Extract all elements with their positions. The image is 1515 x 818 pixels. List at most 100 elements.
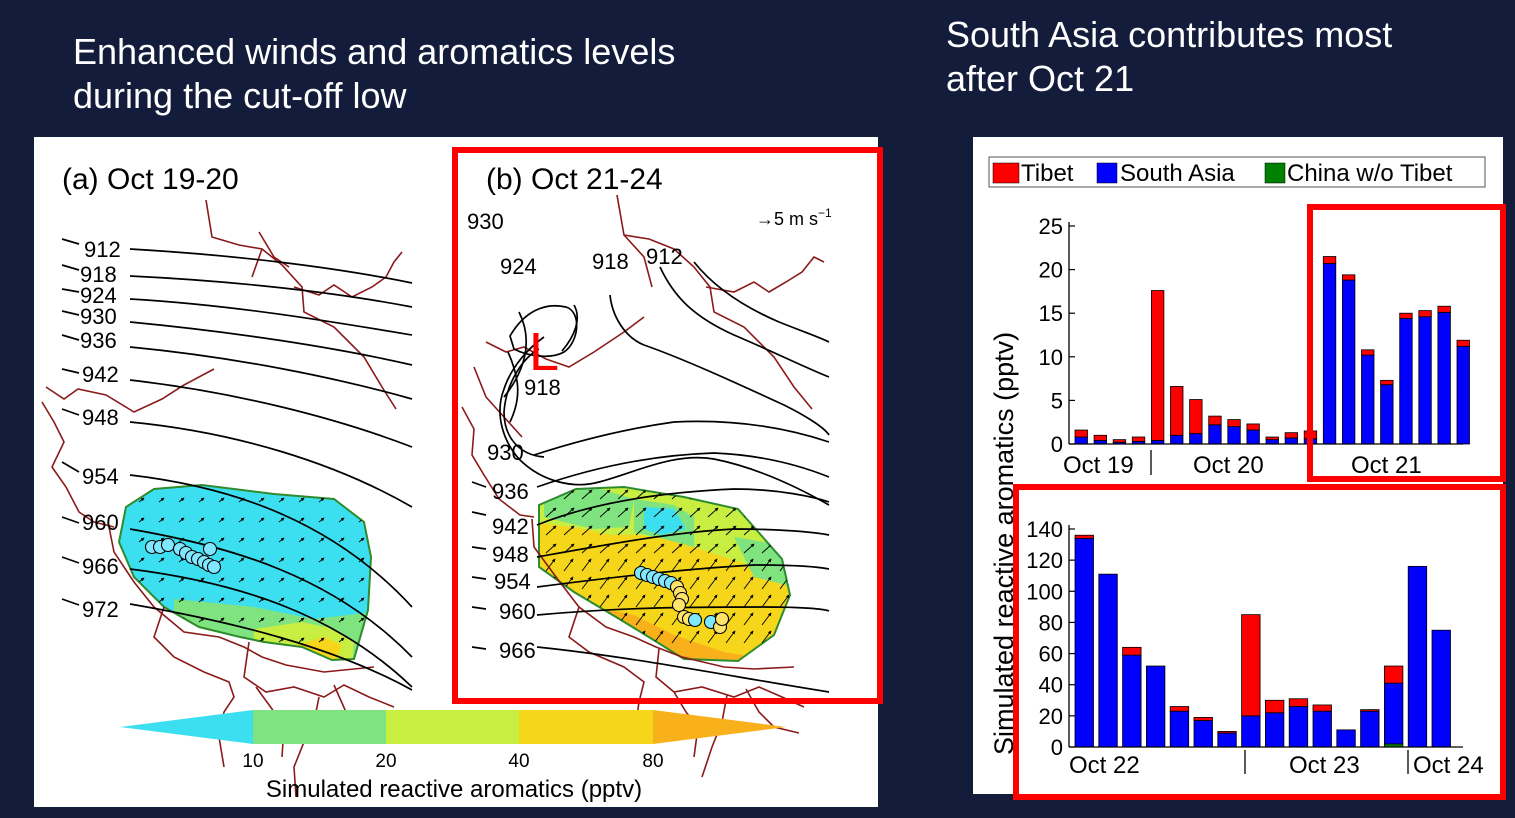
wind-arrow — [635, 525, 647, 536]
bar-segment-tibet — [1312, 704, 1332, 712]
bar-segment-tibet — [1246, 423, 1260, 431]
wind-arrow — [258, 537, 265, 543]
bar-segment-south-asia — [1322, 263, 1337, 445]
wind-arrow — [138, 557, 145, 563]
wind-arrow — [258, 517, 265, 523]
contour-label: 924 — [80, 283, 117, 308]
wind-arrow — [178, 497, 185, 503]
contour-label: 972 — [82, 597, 119, 622]
wind-arrow — [278, 517, 285, 523]
contour-label: 930 — [487, 440, 524, 465]
wind-arrow — [779, 594, 790, 608]
wind-arrow — [338, 497, 345, 503]
wind-arrow — [158, 577, 165, 583]
wind-arrow — [617, 576, 628, 590]
contour-label: 954 — [494, 569, 531, 594]
wind-arrow — [725, 630, 736, 644]
wind-arrow — [725, 576, 736, 590]
wind-arrow — [138, 617, 145, 623]
wind-arrow — [725, 594, 736, 608]
wind-arrow — [581, 576, 592, 590]
contour-label: 960 — [499, 599, 536, 624]
bar-segment-south-asia — [1246, 429, 1260, 445]
wind-arrow — [743, 630, 754, 644]
contour-label: 912 — [84, 237, 121, 262]
wind-arrow — [258, 617, 265, 623]
bar-segment-south-asia — [1284, 437, 1299, 445]
wind-arrow — [617, 543, 629, 554]
wind-arrow — [258, 577, 265, 583]
contour-label: 924 — [500, 254, 537, 279]
contour-label: 942 — [492, 514, 529, 539]
contour-label: 936 — [492, 479, 529, 504]
wind-arrow — [298, 577, 305, 583]
wind-arrow — [707, 576, 718, 590]
contour-label: 918 — [524, 375, 561, 400]
contour-label: 936 — [80, 328, 117, 353]
bar-segment-tibet — [1217, 731, 1237, 734]
wind-arrow — [298, 517, 305, 523]
wind-arrow — [761, 576, 772, 590]
bar-segment-tibet — [1303, 430, 1318, 440]
panel-b-map: L 930 924 918 912 918 930 936 942 948 95… — [461, 194, 830, 778]
panel-a-contours — [61, 238, 413, 691]
wind-arrow — [198, 517, 205, 523]
observation-point — [206, 559, 222, 575]
wind-arrow — [545, 525, 557, 536]
wind-arrow — [358, 577, 365, 583]
wind-arrow — [238, 597, 245, 603]
wind-arrow — [617, 507, 629, 518]
wind-arrow — [779, 507, 790, 518]
bar-segment-south-asia — [1303, 438, 1318, 445]
colorbar-tick: 80 — [642, 751, 663, 772]
wind-arrow — [338, 577, 345, 583]
x-label-oct21: Oct 21 — [1351, 452, 1422, 479]
bar-segment-tibet — [1150, 290, 1165, 441]
colorbar-10-20 — [253, 710, 386, 744]
bar-segment-tibet — [1322, 256, 1337, 264]
panel-b-contours — [471, 261, 830, 693]
wind-arrow — [743, 543, 755, 554]
wind-arrow — [689, 543, 701, 554]
wind-arrow — [671, 630, 682, 644]
wind-arrow — [198, 637, 205, 643]
bar-segment-south-asia — [1360, 710, 1380, 748]
wind-arrow — [581, 558, 592, 572]
wind-arrow — [298, 637, 305, 643]
bar-segment-tibet — [1265, 436, 1279, 441]
bar-chart-oct22-24: 0 20 40 60 80 100 120 140 Oct 22 Oct 23 Oct 24 — [1026, 517, 1483, 779]
contour-label: 918 — [80, 262, 117, 287]
bar-segment-south-asia — [1383, 682, 1404, 745]
bar-segment-tibet — [1380, 379, 1394, 386]
bar-segment-south-asia — [1336, 729, 1356, 748]
wind-arrow — [298, 617, 305, 623]
x-label-oct23: Oct 23 — [1289, 752, 1360, 779]
wind-arrow — [238, 557, 245, 563]
panel-b-label: (b) Oct 21-24 — [486, 163, 663, 196]
wind-arrow — [599, 489, 611, 500]
wind-arrow — [278, 557, 285, 563]
wind-arrow — [725, 543, 737, 554]
bar-segment-south-asia — [1217, 732, 1237, 748]
y-tick-label: 120 — [1026, 548, 1063, 573]
wind-arrow — [725, 489, 737, 500]
bar-segment-tibet — [1131, 436, 1146, 442]
left-title-line1: Enhanced winds and aromatics levels — [73, 31, 676, 72]
panel-b-borders — [461, 194, 825, 778]
wind-arrow — [318, 517, 325, 523]
wind-arrow — [617, 525, 629, 536]
wind-arrow — [581, 525, 593, 536]
bar-chart-oct19-21: 0 5 10 15 20 25 Oct 19 Oct 20 Oct 21 — [1039, 214, 1470, 479]
bar-segment-tibet — [1264, 699, 1285, 714]
wind-arrow — [635, 543, 647, 554]
wind-arrow — [318, 557, 325, 563]
wind-arrow — [258, 497, 265, 503]
bar-segment-south-asia — [1341, 279, 1356, 445]
wind-arrow — [653, 594, 664, 608]
bar-segment-tibet — [1284, 432, 1299, 439]
bar-segment-tibet — [1288, 698, 1309, 707]
bar-segment-south-asia — [1145, 665, 1166, 748]
bar-segment-tibet — [1193, 717, 1213, 721]
bar-segment-tibet — [1122, 646, 1142, 656]
wind-arrow — [743, 525, 755, 536]
